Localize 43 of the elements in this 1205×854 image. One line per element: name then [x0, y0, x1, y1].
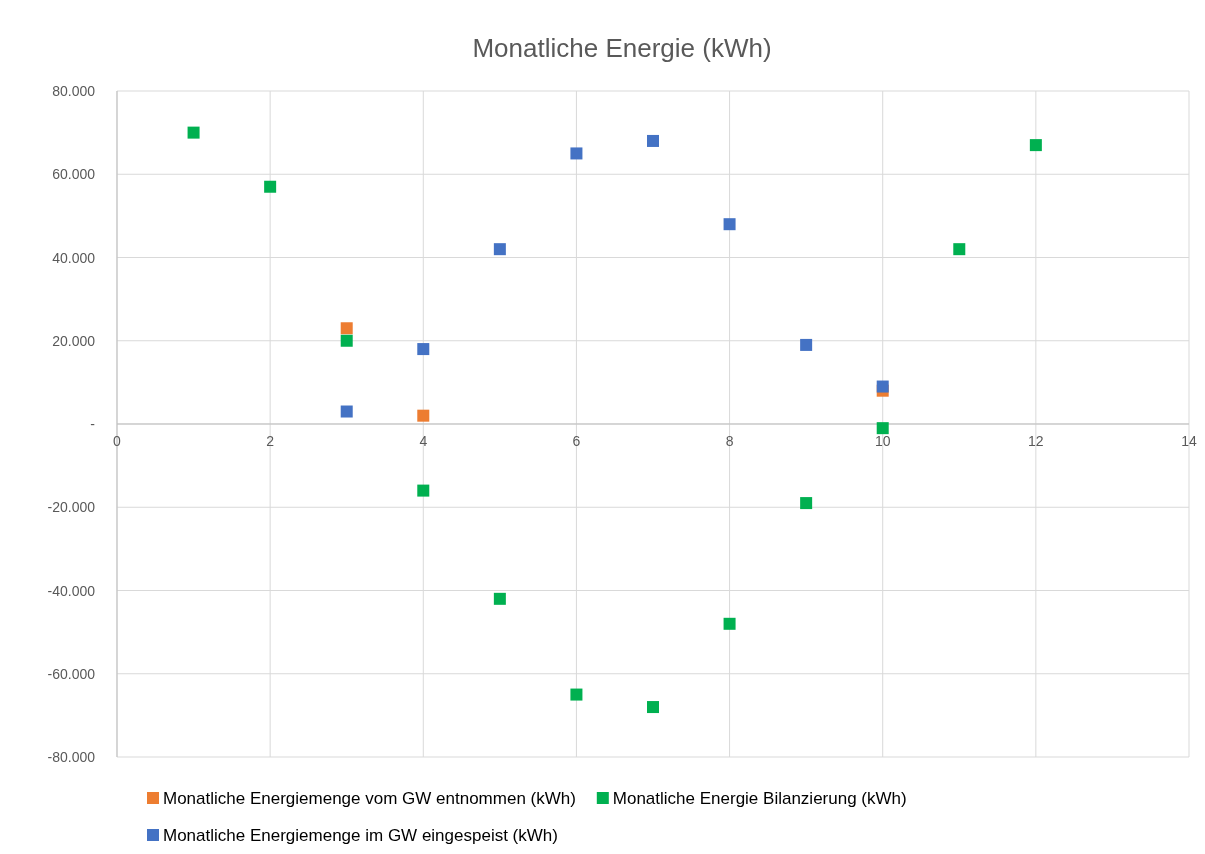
point	[493, 592, 506, 605]
x-tick-label: 14	[1181, 433, 1197, 449]
point	[800, 497, 813, 510]
point	[723, 218, 736, 231]
x-tick-label: 10	[874, 433, 891, 449]
x-tick-label: 0	[113, 433, 122, 449]
point	[493, 243, 506, 256]
y-tick-label: 40.000	[52, 249, 96, 266]
point	[570, 688, 583, 701]
y-tick-label: -40.000	[47, 582, 96, 599]
legend-label: Monatliche Energiemenge im GW eingespeist (kWh)	[163, 826, 558, 845]
y-tick-label: -20.000	[47, 499, 96, 516]
x-tick-label: 6	[572, 433, 581, 449]
point	[417, 484, 430, 497]
point	[417, 343, 430, 356]
x-tick-label: 8	[725, 433, 734, 449]
point	[876, 380, 889, 393]
point	[187, 126, 200, 139]
y-tick-label: -	[90, 416, 96, 432]
x-tick-label: 2	[266, 433, 275, 449]
point	[570, 147, 583, 160]
point	[340, 405, 353, 418]
legend-label: Monatliche Energie Bilanzierung (kWh)	[612, 789, 907, 808]
point	[340, 322, 353, 335]
y-tick-label: -80.000	[47, 749, 96, 765]
y-tick-label: -60.000	[47, 665, 96, 682]
point	[340, 334, 353, 347]
x-tick-label: 12	[1028, 433, 1044, 449]
point	[800, 338, 813, 351]
y-tick-label: 60.000	[52, 166, 96, 183]
point	[1029, 139, 1042, 152]
y-tick-label: 80.000	[52, 83, 96, 99]
point	[953, 243, 966, 256]
y-tick-label: 20.000	[52, 332, 96, 349]
point	[647, 701, 659, 714]
point	[723, 617, 736, 630]
legend-label: Monatliche Energiemenge vom GW entnommen (kWh)	[163, 789, 576, 808]
point	[264, 180, 277, 193]
x-tick-label: 4	[419, 433, 428, 449]
point	[647, 134, 659, 147]
point	[876, 422, 889, 435]
point	[417, 409, 430, 422]
chart-title: Monatliche Energie (kWh)	[472, 33, 772, 63]
